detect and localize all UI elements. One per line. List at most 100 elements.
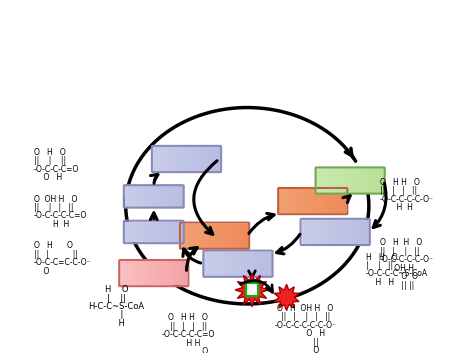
Bar — [228, 223, 231, 248]
Bar — [170, 147, 173, 171]
Bar — [174, 261, 177, 285]
Bar — [139, 222, 142, 242]
Bar — [183, 147, 186, 171]
Bar — [245, 252, 248, 276]
Text: H   H: H H — [366, 278, 394, 287]
Bar — [268, 252, 272, 276]
Bar — [319, 189, 323, 213]
Bar — [370, 168, 374, 193]
Text: -O-C-C-C-C=O: -O-C-C-C-C=O — [34, 211, 87, 220]
Bar — [151, 222, 154, 242]
Bar — [171, 261, 174, 285]
Bar — [174, 222, 177, 242]
Bar — [167, 261, 171, 285]
Text: |: | — [109, 311, 123, 319]
Bar — [286, 189, 289, 213]
Bar — [137, 261, 140, 285]
Bar — [137, 222, 139, 242]
Text: H   H   O: H H O — [366, 252, 398, 262]
Bar — [310, 189, 313, 213]
Bar — [241, 252, 245, 276]
Bar — [125, 186, 128, 207]
Bar — [174, 186, 177, 207]
Bar — [211, 223, 215, 248]
Bar — [168, 186, 171, 207]
Text: ||: || — [292, 337, 319, 347]
Bar — [154, 222, 157, 242]
Bar — [313, 189, 316, 213]
Text: O   H H   O: O H H O — [380, 178, 420, 187]
Bar — [347, 168, 350, 193]
Text: O   H  H   O: O H H O — [380, 239, 422, 247]
Bar — [305, 220, 308, 244]
Bar — [367, 168, 370, 193]
Text: || ||: || || — [380, 281, 414, 289]
Bar — [340, 168, 344, 193]
Bar — [251, 252, 255, 276]
Text: O: O — [292, 346, 319, 353]
Bar — [148, 222, 151, 242]
Bar — [204, 223, 208, 248]
Bar — [130, 261, 134, 285]
Bar — [165, 222, 168, 242]
Text: -O-C-C-C-C-O⁻: -O-C-C-C-C-O⁻ — [380, 255, 434, 264]
Bar — [142, 222, 145, 242]
Bar — [186, 147, 190, 171]
Bar — [328, 220, 332, 244]
Bar — [168, 222, 171, 242]
Text: -O-C-C-C~S-CoA: -O-C-C-C~S-CoA — [366, 269, 428, 279]
Bar — [166, 147, 170, 171]
Text: O   H   O: O H O — [34, 148, 66, 157]
Bar — [283, 189, 286, 213]
Bar — [213, 147, 217, 171]
Bar — [165, 186, 168, 207]
Bar — [180, 186, 183, 207]
Bar — [171, 186, 174, 207]
Text: -O-C-C-C-C-C-O⁻: -O-C-C-C-C-C-O⁻ — [274, 321, 336, 330]
Bar — [176, 147, 180, 171]
Bar — [123, 261, 127, 285]
Bar — [315, 220, 319, 244]
Text: ||    |   |   ||: || | | || — [34, 203, 73, 212]
Bar — [323, 189, 326, 213]
Bar — [316, 189, 319, 213]
Bar — [153, 147, 156, 171]
Bar — [322, 220, 325, 244]
Text: O: O — [169, 347, 208, 353]
Text: |    |   ||: | | || — [366, 261, 393, 270]
Bar — [350, 168, 354, 193]
Text: H  H: H H — [34, 220, 69, 229]
Bar — [180, 222, 183, 242]
Bar — [335, 220, 338, 244]
Bar — [191, 223, 194, 248]
Bar — [210, 147, 213, 171]
Bar — [329, 189, 333, 213]
Bar — [148, 186, 151, 207]
Bar — [349, 220, 352, 244]
Text: O  O: O O — [380, 272, 418, 281]
Bar — [139, 186, 142, 207]
Bar — [181, 223, 184, 248]
Bar — [200, 147, 203, 171]
Bar — [248, 252, 251, 276]
Bar — [180, 147, 183, 171]
Text: H-C-C~S-CoA: H-C-C~S-CoA — [88, 302, 145, 311]
Text: ||   |    |   ||: || | | || — [380, 247, 419, 256]
Bar — [197, 147, 200, 171]
Text: O  OH H   O: O OH H O — [34, 195, 77, 204]
Bar — [130, 186, 134, 207]
Bar — [134, 222, 137, 242]
Bar — [360, 168, 364, 193]
Bar — [145, 186, 148, 207]
Bar — [246, 283, 257, 297]
Bar — [161, 261, 164, 285]
Bar — [262, 252, 265, 276]
Bar — [184, 261, 187, 285]
Bar — [235, 223, 238, 248]
Text: O   H: O H — [34, 173, 62, 182]
Bar — [188, 223, 191, 248]
Bar — [333, 168, 337, 193]
Bar — [296, 189, 299, 213]
Text: H: H — [108, 319, 125, 328]
Bar — [377, 168, 381, 193]
